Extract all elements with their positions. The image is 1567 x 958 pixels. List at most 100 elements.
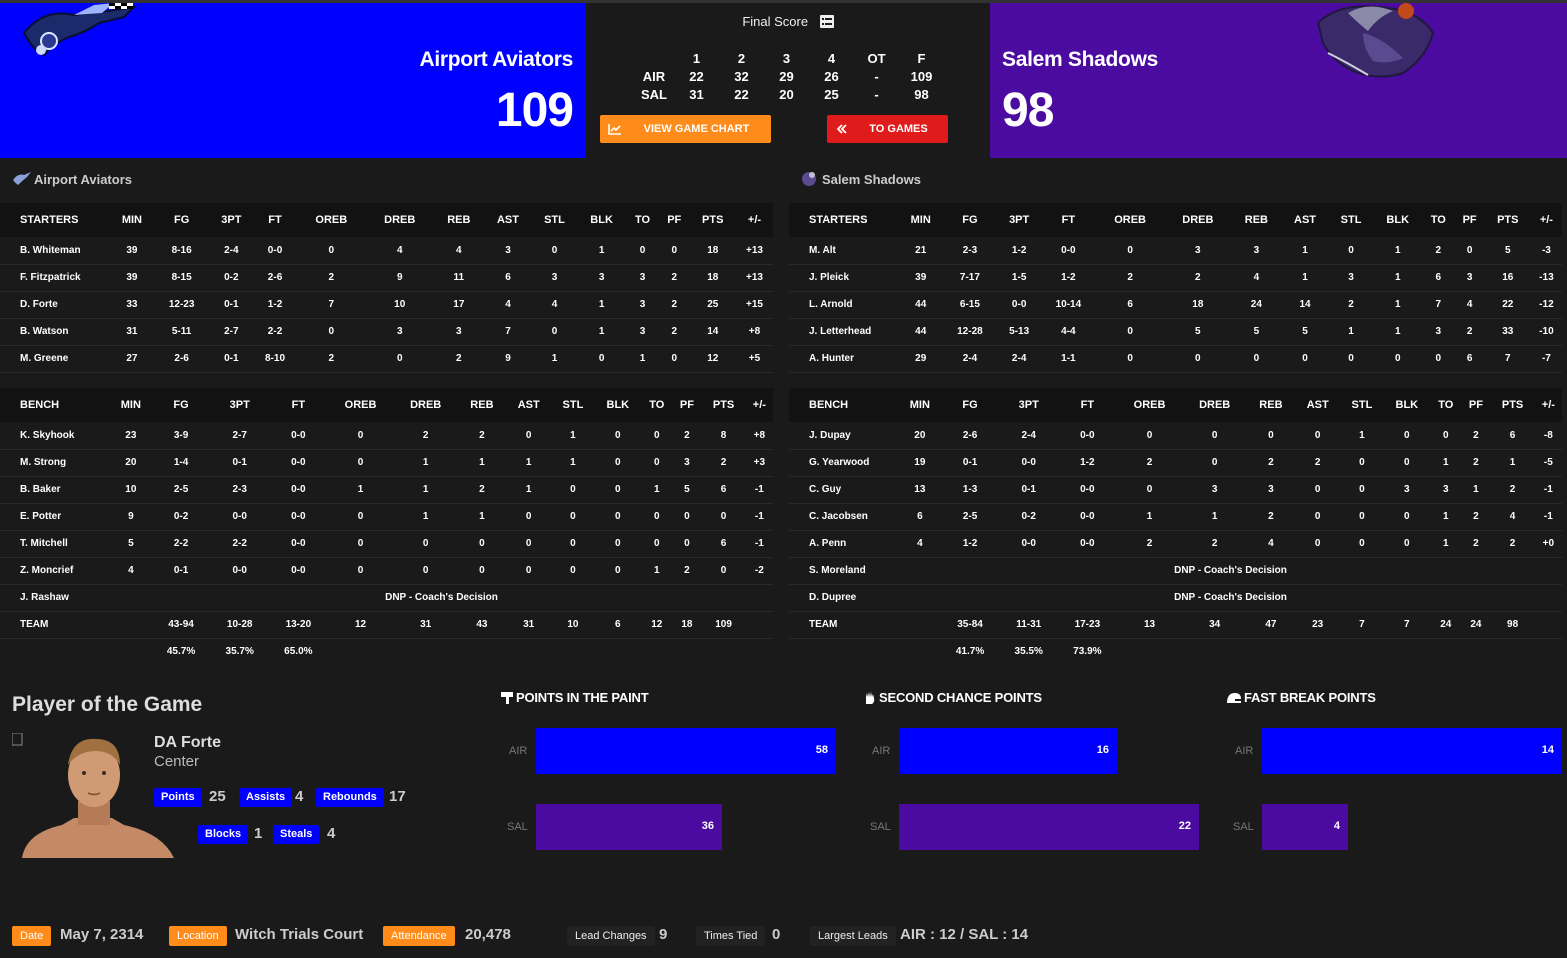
stat-cell: +3	[745, 449, 773, 477]
column-header[interactable]: OREB	[1095, 203, 1165, 237]
column-header[interactable]: 3PT	[210, 388, 270, 422]
column-header[interactable]: +/-	[1530, 203, 1562, 237]
player-name-cell[interactable]: J. Rashaw	[0, 584, 110, 612]
column-header[interactable]: BLK	[577, 203, 627, 237]
column-header[interactable]: 3PT	[209, 203, 254, 237]
column-header[interactable]: 3PT	[997, 203, 1041, 237]
column-header[interactable]: +/-	[736, 203, 773, 237]
column-header[interactable]: STL	[1328, 203, 1374, 237]
column-header[interactable]: REB	[433, 203, 485, 237]
column-header[interactable]: TO	[1430, 388, 1462, 422]
player-name-cell[interactable]: K. Skyhook	[0, 422, 110, 450]
column-header[interactable]: FG	[940, 388, 1000, 422]
column-header[interactable]: OREB	[296, 203, 366, 237]
column-header[interactable]: BLK	[594, 388, 642, 422]
stat-cell: -1	[1534, 503, 1562, 531]
column-header[interactable]: DREB	[393, 388, 458, 422]
column-header[interactable]: MIN	[110, 388, 152, 422]
column-header[interactable]: BENCH	[0, 388, 110, 422]
to-games-button[interactable]: TO GAMES	[827, 115, 948, 143]
player-name-cell[interactable]: E. Potter	[0, 503, 110, 531]
list-icon[interactable]	[819, 15, 834, 29]
stat-cell: -1	[745, 530, 773, 558]
player-name-cell[interactable]: J. Letterhead	[789, 318, 899, 346]
player-name-cell[interactable]: A. Hunter	[789, 345, 899, 373]
column-header[interactable]: FG	[153, 203, 210, 237]
column-header[interactable]: REB	[1231, 203, 1282, 237]
column-header[interactable]: STL	[531, 203, 578, 237]
stat-cell: 8	[701, 422, 746, 450]
column-header[interactable]: PTS	[1490, 388, 1535, 422]
column-header[interactable]: DREB	[365, 203, 434, 237]
player-name-cell[interactable]: M. Strong	[0, 449, 110, 477]
player-name-cell[interactable]: J. Dupay	[789, 422, 899, 450]
player-name-cell[interactable]: B. Baker	[0, 476, 110, 504]
column-header[interactable]: FT	[269, 388, 328, 422]
team-percent-cell: 65.0%	[284, 646, 313, 658]
column-header[interactable]: +/-	[1534, 388, 1562, 422]
column-header[interactable]: STARTERS	[0, 203, 110, 237]
column-header[interactable]: DREB	[1182, 388, 1247, 422]
player-name-cell[interactable]: F. Fitzpatrick	[0, 264, 110, 292]
column-header[interactable]: AST	[505, 388, 552, 422]
stat-cell: 0	[1383, 503, 1431, 531]
stat-cell: 1	[505, 449, 552, 477]
column-header[interactable]: BENCH	[789, 388, 899, 422]
column-header[interactable]: OREB	[1116, 388, 1183, 422]
column-header[interactable]: FT	[253, 203, 297, 237]
player-name-cell[interactable]: Z. Moncrief	[0, 557, 110, 585]
column-header[interactable]: PF	[672, 388, 702, 422]
column-header[interactable]: REB	[457, 388, 506, 422]
column-header[interactable]: STL	[1340, 388, 1384, 422]
column-header[interactable]: MIN	[110, 203, 154, 237]
stat-cell: 14	[1281, 291, 1329, 319]
player-name-cell[interactable]: J. Pleick	[789, 264, 899, 292]
player-name-cell[interactable]: A. Penn	[789, 530, 899, 558]
column-header[interactable]: PF	[658, 203, 690, 237]
column-header[interactable]: 3PT	[999, 388, 1059, 422]
player-name-cell[interactable]: D. Forte	[0, 291, 110, 319]
column-header[interactable]: BLK	[1373, 203, 1423, 237]
column-header[interactable]: PTS	[1484, 203, 1531, 237]
column-header[interactable]: STL	[551, 388, 595, 422]
times-tied-value: 0	[772, 926, 781, 943]
player-name-cell[interactable]: M. Greene	[0, 345, 110, 373]
view-game-chart-button[interactable]: VIEW GAME CHART	[600, 115, 771, 143]
column-header[interactable]: BLK	[1383, 388, 1431, 422]
column-header[interactable]: STARTERS	[789, 203, 899, 237]
dnp-reason: DNP - Coach's Decision	[110, 584, 773, 612]
player-name-cell[interactable]: C. Guy	[789, 476, 899, 504]
column-header[interactable]: FT	[1058, 388, 1117, 422]
column-header[interactable]: MIN	[899, 388, 941, 422]
player-name-cell[interactable]: C. Jacobsen	[789, 503, 899, 531]
column-header[interactable]: AST	[1281, 203, 1329, 237]
column-header[interactable]: FT	[1040, 203, 1096, 237]
player-name-cell[interactable]: S. Moreland	[789, 557, 899, 585]
column-header[interactable]: OREB	[327, 388, 394, 422]
player-name-cell[interactable]: B. Whiteman	[0, 237, 110, 265]
player-name-cell[interactable]: T. Mitchell	[0, 530, 110, 558]
player-name-cell[interactable]: B. Watson	[0, 318, 110, 346]
away-team-header: Salem Shadows 98	[990, 3, 1567, 158]
column-header[interactable]: MIN	[899, 203, 943, 237]
player-name-cell[interactable]: M. Alt	[789, 237, 899, 265]
column-header[interactable]: DREB	[1164, 203, 1232, 237]
player-name-cell[interactable]: G. Yearwood	[789, 449, 899, 477]
column-header[interactable]: FG	[942, 203, 998, 237]
column-header[interactable]: +/-	[745, 388, 773, 422]
column-header[interactable]: TO	[1422, 203, 1455, 237]
column-header[interactable]: PF	[1454, 203, 1485, 237]
column-header[interactable]: FG	[151, 388, 211, 422]
stat-cell: 4	[365, 237, 434, 265]
column-header[interactable]: AST	[1294, 388, 1341, 422]
column-header[interactable]: PTS	[689, 203, 737, 237]
column-header[interactable]: REB	[1246, 388, 1295, 422]
final-score-label: Final Score	[742, 14, 809, 30]
column-header[interactable]: TO	[626, 203, 659, 237]
column-header[interactable]: AST	[484, 203, 532, 237]
column-header[interactable]: PTS	[701, 388, 746, 422]
column-header[interactable]: PF	[1461, 388, 1491, 422]
player-name-cell[interactable]: L. Arnold	[789, 291, 899, 319]
player-name-cell[interactable]: D. Dupree	[789, 584, 899, 612]
column-header[interactable]: TO	[641, 388, 673, 422]
